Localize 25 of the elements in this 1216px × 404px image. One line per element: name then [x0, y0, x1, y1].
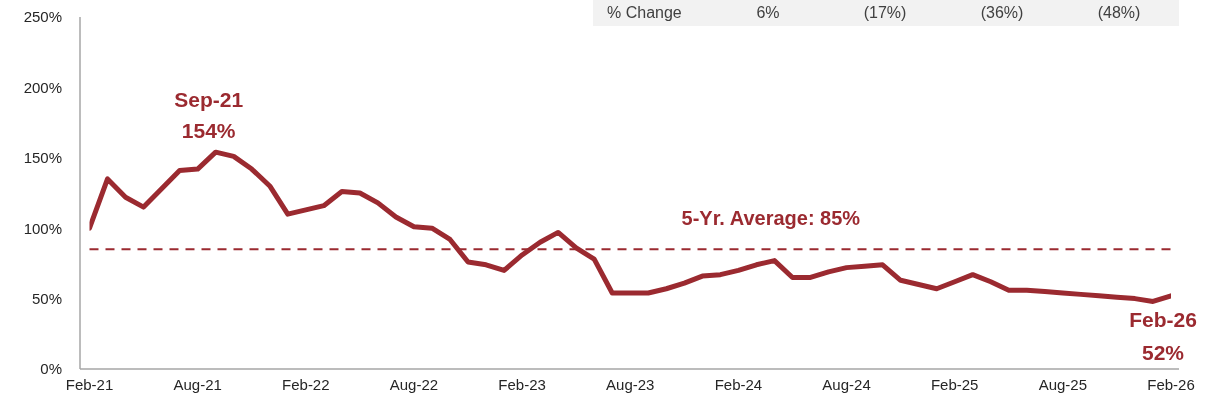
annotation: Feb-26 52% — [1129, 307, 1197, 364]
annotation: (36%) — [979, 4, 1025, 22]
annotation: (17%) — [862, 4, 908, 22]
x-tick-label: Feb-25 — [930, 375, 979, 393]
x-tick-label: Aug-25 — [1038, 375, 1088, 393]
ref-line-label: 5-Yr. Average: 85% — [681, 207, 861, 230]
x-tick-label: Aug-23 — [606, 375, 655, 393]
y-tick-label: 200% — [23, 78, 62, 96]
annotation: Sep-21 154% — [174, 88, 244, 143]
y-tick-label: 0% — [40, 360, 62, 378]
annotation: (48%) — [1096, 4, 1142, 22]
x-tick-label: Aug-22 — [389, 375, 439, 393]
annotation: % Change — [606, 4, 683, 22]
x-tick-label: Feb-24 — [714, 375, 763, 393]
x-tick-label: Feb-26 — [1147, 375, 1195, 393]
x-tick-label: Aug-21 — [173, 375, 222, 393]
x-tick-label: Feb-23 — [498, 375, 546, 393]
x-tick-label: Feb-21 — [65, 375, 114, 393]
y-tick-label: 250% — [23, 8, 62, 26]
y-tick-label: 50% — [31, 289, 62, 307]
y-tick-label: 100% — [23, 219, 62, 237]
y-tick-label: 150% — [23, 149, 62, 167]
x-tick-label: Feb-22 — [282, 375, 330, 393]
annotation: 6% — [755, 4, 781, 22]
x-tick-label: Aug-24 — [822, 375, 871, 393]
